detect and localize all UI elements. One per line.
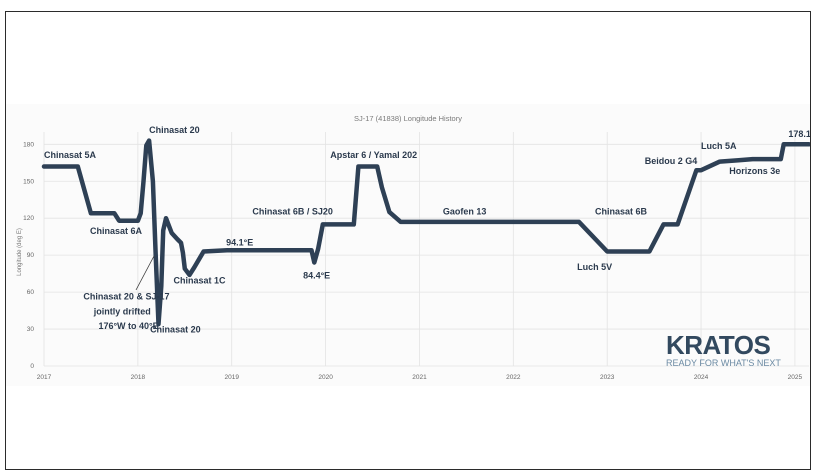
x-tick-label: 2017 — [37, 374, 52, 381]
annotation-label: jointly drifted — [93, 306, 151, 316]
y-tick-label: 150 — [23, 178, 34, 185]
x-tick-label: 2024 — [694, 374, 709, 381]
series-line — [41, 138, 810, 327]
annotation-label: Chinasat 5A — [44, 150, 97, 160]
x-tick-label: 2025 — [788, 374, 803, 381]
y-tick-label: 90 — [27, 252, 35, 259]
y-tick-label: 0 — [30, 363, 34, 370]
annotation-label: Apstar 6 / Yamal 202 — [330, 150, 417, 160]
chart-title: SJ-17 (41838) Longitude History — [354, 114, 462, 123]
y-tick-label: 180 — [23, 141, 34, 148]
tick-layer: 0 30 60 90 120 150 180 2017 2018 2019 2020 2021 2022… — [23, 141, 802, 381]
y-axis-label: Longitude (deg E) — [17, 228, 23, 276]
longitude-chart: SJ-17 (41838) Longitude History 0 30 60 90 1… — [17, 114, 810, 381]
annotation-label: Chinasat 20 — [149, 125, 200, 135]
x-tick-label: 2022 — [506, 374, 521, 381]
annotation-label: Luch 5A — [701, 141, 737, 151]
x-tick-label: 2023 — [600, 374, 615, 381]
annotation-label: Chinasat 6B — [595, 207, 648, 217]
kratos-logo: KRATOS READY FOR WHAT'S NEXT — [666, 330, 781, 368]
y-tick-label: 30 — [27, 326, 35, 333]
annotation-layer: 178.1°W Chinasat 5A Chinasat 20 Chinasat 6A… — [44, 125, 810, 335]
annotation-label: Beidou 2 G4 — [645, 156, 698, 166]
annotation-pointer — [135, 255, 155, 291]
annotation-label: 178.1°W — [788, 129, 810, 139]
x-tick-label: 2018 — [131, 374, 146, 381]
annotation-label: Chinasat 1C — [174, 275, 227, 285]
series-layer — [41, 138, 810, 327]
y-tick-label: 120 — [23, 215, 34, 222]
logo-wordmark: KRATOS — [666, 330, 771, 360]
annotation-label: Luch 5V — [577, 262, 612, 272]
x-tick-label: 2021 — [412, 374, 427, 381]
annotation-label: Horizons 3e — [729, 166, 780, 176]
annotation-label: Chinasat 20 & SJ-17 — [83, 291, 169, 301]
annotation-label: 94.1°E — [226, 237, 253, 247]
annotation-label: Chinasat 6B / SJ20 — [252, 207, 333, 217]
x-tick-label: 2020 — [318, 374, 333, 381]
logo-tagline: READY FOR WHAT'S NEXT — [666, 358, 781, 368]
chart-panel: SJ-17 (41838) Longitude History 0 30 60 90 1… — [6, 104, 810, 386]
annotation-label: Chinasat 6A — [90, 226, 143, 236]
annotation-label: 84.4°E — [303, 271, 330, 281]
annotation-label: 176°W to 40°E — [98, 321, 158, 331]
annotation-label: Gaofen 13 — [443, 207, 487, 217]
y-tick-label: 60 — [27, 289, 35, 296]
annotation-label: Chinasat 20 — [150, 325, 201, 335]
x-tick-label: 2019 — [224, 374, 239, 381]
